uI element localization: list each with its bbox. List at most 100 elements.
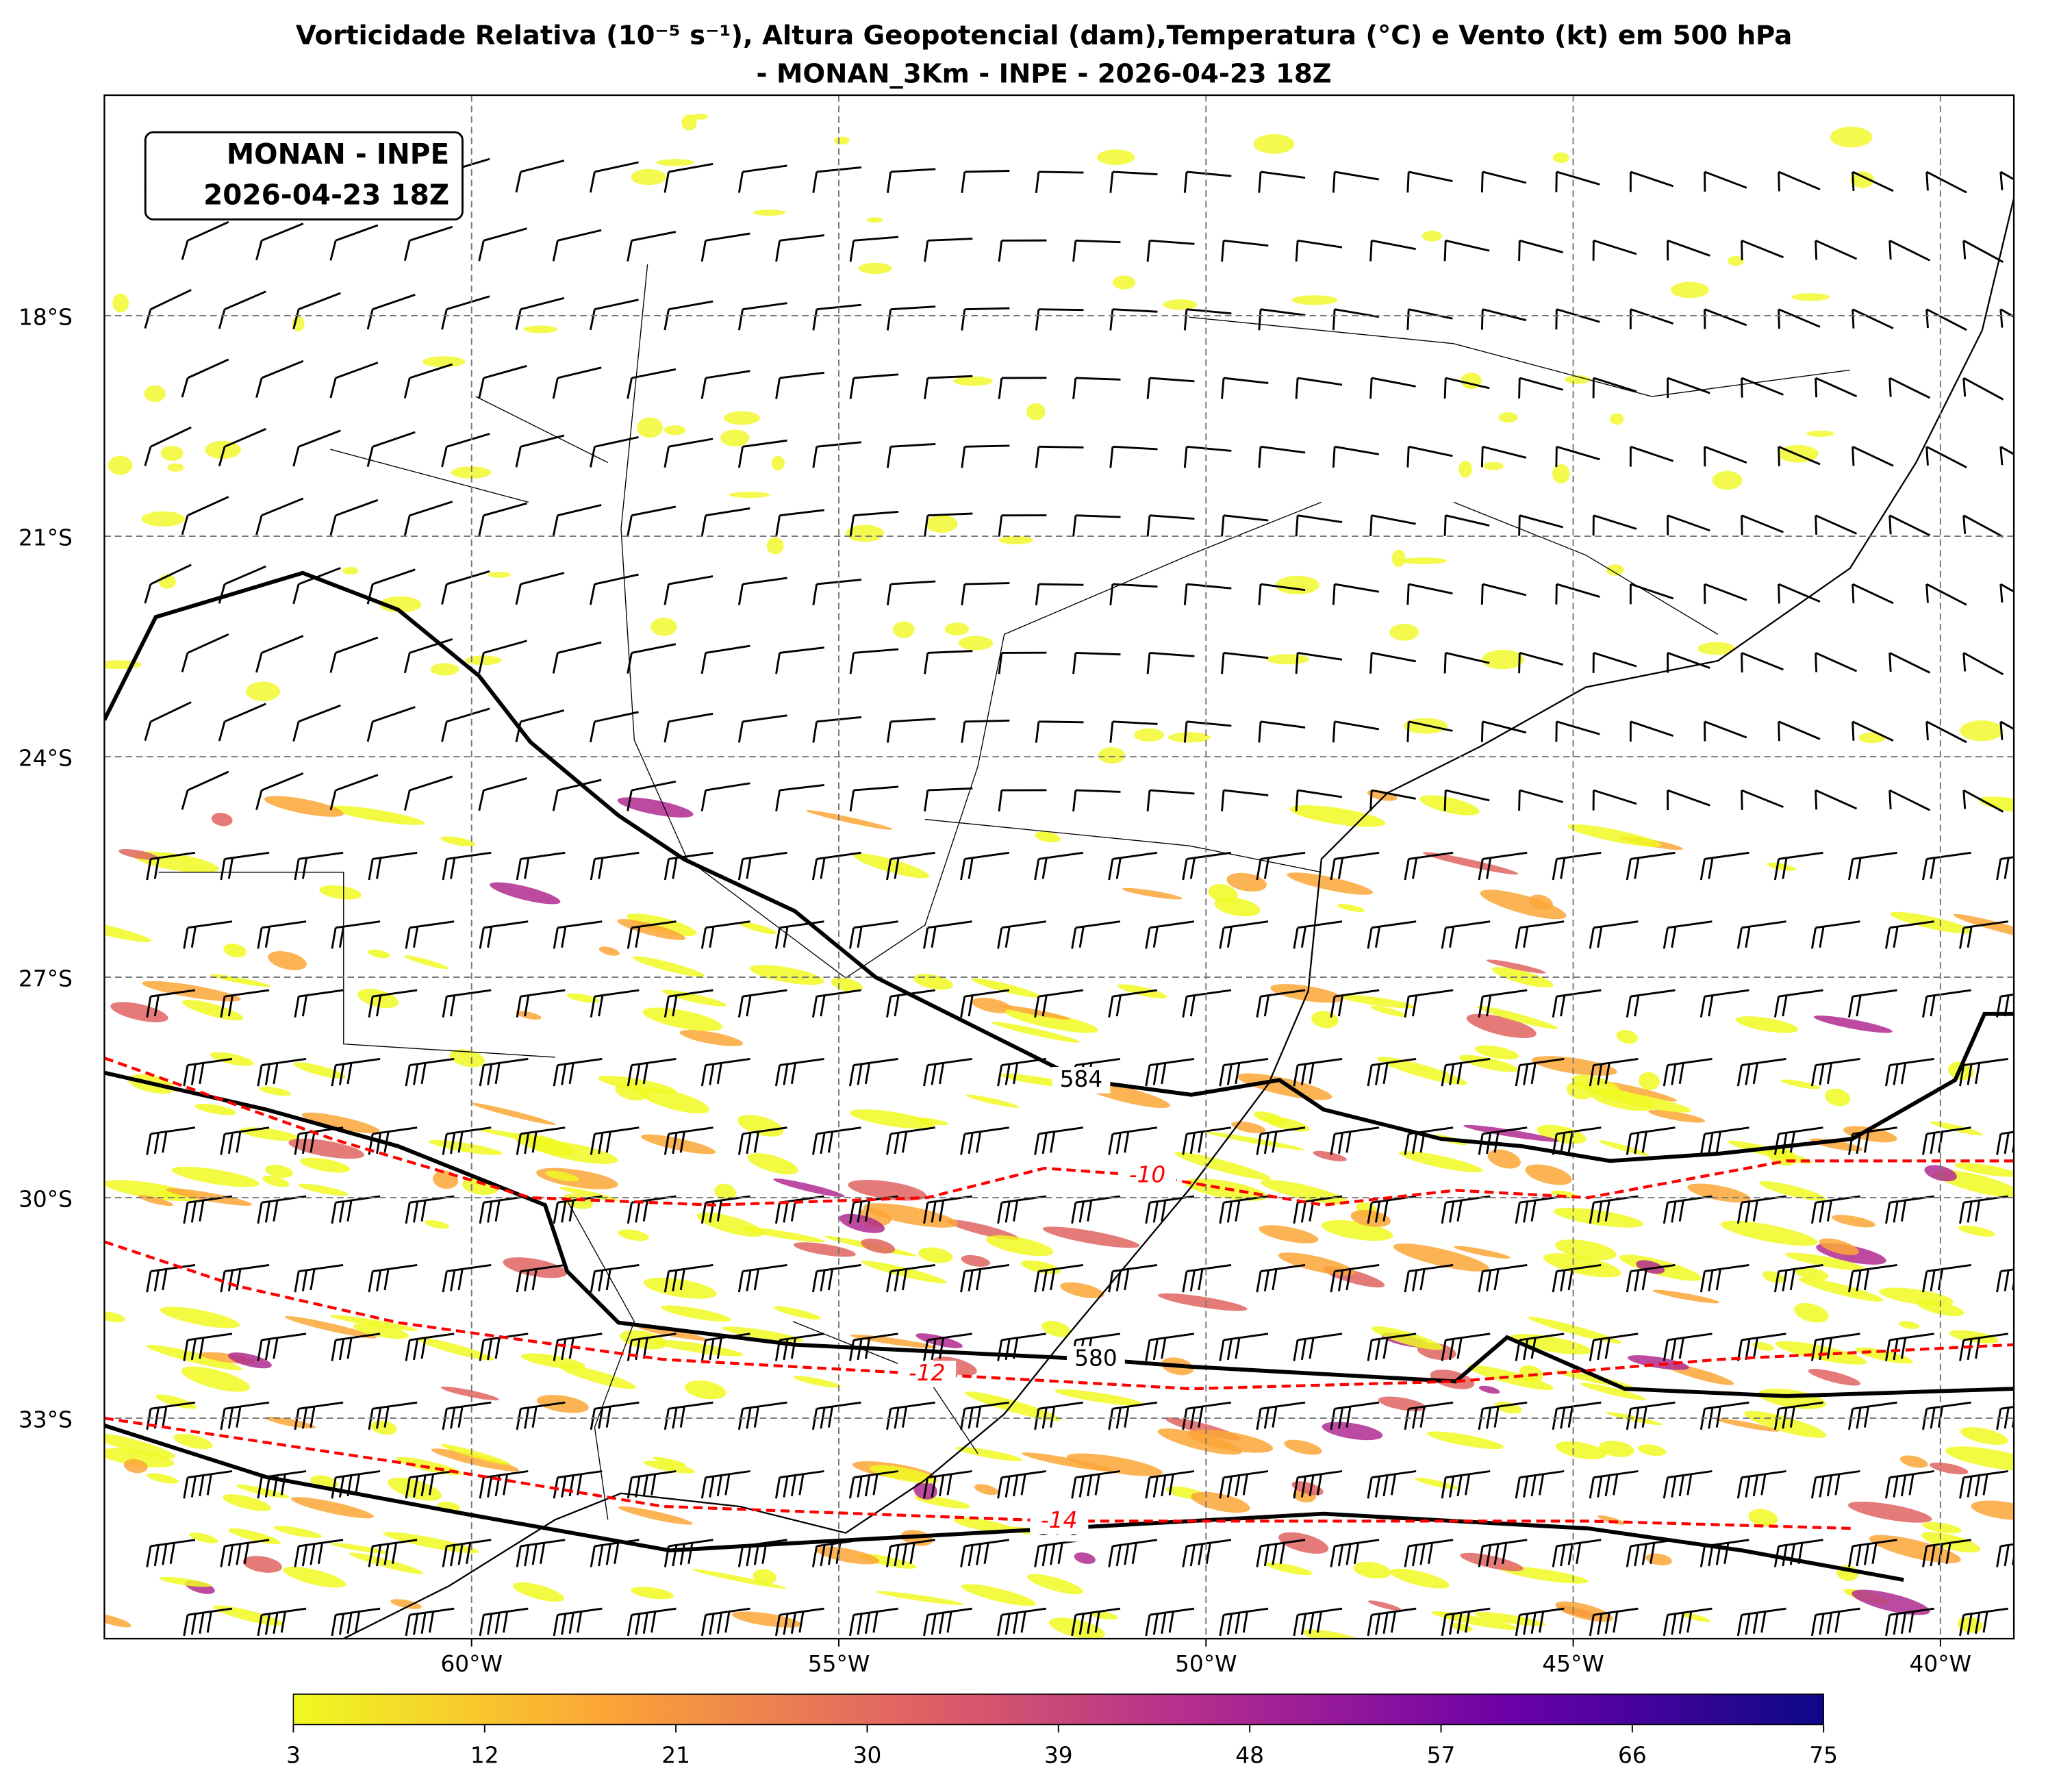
barb-flag [1999,721,2004,740]
barb-flag [1634,995,1640,1017]
barb-flag [1810,1065,1817,1087]
barb-flag [1412,1270,1418,1291]
x-tick-label: 45°W [1542,1651,1604,1677]
barb-flag [811,1133,818,1155]
vorticity-patch [1795,1267,1829,1280]
barb-flag [812,171,818,193]
wind-barb [998,377,1047,400]
barb-flag [183,927,189,949]
barb-shaft [335,362,379,379]
barb-flag [1198,1269,1204,1291]
barb-flag [1789,1269,1795,1291]
barb-flag [1390,1474,1397,1496]
wind-barb [1146,514,1195,537]
barb-flag [1518,790,1521,811]
barb-flag [515,309,522,330]
barb-flag [1390,1611,1397,1633]
barb-flag [737,171,744,193]
wind-barb [700,644,750,674]
barb-flag [1567,1131,1574,1153]
wind-barb [997,920,1047,949]
barb-flag [627,1339,633,1361]
barb-flag [1057,1542,1063,1564]
wind-barb [1145,920,1195,949]
barb-flag [441,721,448,742]
barb-shaft [483,502,527,517]
wind-barb [886,442,936,468]
barb-flag [1300,1063,1307,1085]
barb-flag [264,1476,271,1498]
barb-flag [886,171,892,193]
wind-barb [1962,789,2004,813]
wind-barb [144,426,192,466]
vorticity-patch [999,1005,1070,1020]
barb-flag [227,857,233,879]
wind-barb [181,220,229,260]
wind-barb [1182,989,1232,1018]
barb-flag [1221,790,1225,811]
barb-flag [1078,1201,1085,1223]
barb-flag [827,1131,834,1153]
wind-barb [516,1126,566,1155]
barb-flag [1922,1271,1928,1293]
barb-flag [1959,1477,1965,1499]
vorticity-patch [1206,1131,1304,1150]
barb-shaft [668,300,713,311]
wind-barb [1629,171,1674,192]
wind-barb [1146,651,1195,674]
vorticity-patch [298,1183,349,1196]
barb-flag [1885,1065,1891,1087]
vorticity-patch [1551,1190,1578,1199]
vorticity-patch [1157,1428,1242,1455]
wind-barb [292,292,341,329]
vorticity-patch [1791,293,1830,301]
barb-flag [864,1475,871,1497]
vorticity-patch [104,919,152,942]
vorticity-patch [292,315,305,332]
vorticity-patch [656,159,694,166]
barb-flag [1515,1065,1521,1087]
barb-shaft [1223,239,1269,247]
barb-flag [1145,1065,1151,1087]
vorticity-patch [1806,430,1834,437]
barb-flag [1671,1339,1677,1361]
barb-flag [1641,1269,1647,1291]
wind-barb [331,920,381,949]
barb-flag [716,1063,722,1085]
barb-flag [368,996,374,1018]
wind-barb [1295,789,1343,811]
vorticity-patch [661,989,727,1007]
barb-shaft [927,787,973,792]
barb-flag [1922,1409,1928,1430]
barb-flag [1258,583,1262,605]
barb-flag [627,1065,633,1087]
vorticity-patch [1291,1481,1324,1496]
vorticity-patch [998,535,1033,544]
wind-barb [960,1126,1009,1155]
wind-barb [1778,171,1821,192]
barb-flag [1183,171,1188,193]
barb-flag [1071,1615,1077,1637]
vorticity-patch [771,455,785,470]
barb-flag [590,996,596,1018]
wind-barb [960,989,1009,1018]
vorticity-patch [1616,1030,1638,1044]
barb-shaft [557,641,602,654]
barb-shaft [742,439,787,448]
barb-shaft [1778,446,1821,466]
barb-shaft [1852,446,1894,467]
barb-flag [346,1200,353,1222]
barb-flag [1109,721,1114,743]
wind-barb [1332,445,1380,468]
barb-flag [590,171,596,193]
wind-barb [516,1264,566,1293]
vorticity-patch [273,1526,322,1538]
barb-flag [227,1270,233,1291]
wind-barb [1815,652,1858,672]
vorticity-patch [1208,884,1238,903]
barb-flag [273,1612,279,1634]
barb-flag [872,1611,879,1633]
wind-barb [1700,1401,1749,1430]
vorticity-patch [1458,1055,1519,1072]
grid [104,95,2014,1639]
